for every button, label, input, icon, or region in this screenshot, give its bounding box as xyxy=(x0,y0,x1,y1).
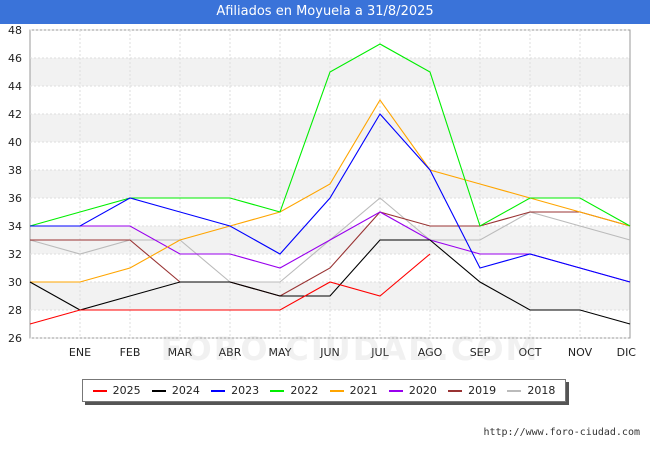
legend-label: 2025 xyxy=(112,384,141,397)
legend-item-2025: 2025 xyxy=(92,384,141,397)
x-axis: ENE FEB MAR ABR MAY JUN JUL AGO SEP OCT NOV DIC xyxy=(69,346,636,359)
x-tick-label: ENE xyxy=(69,346,91,359)
series-line-2025 xyxy=(29,253,431,325)
y-tick-label: 42 xyxy=(8,108,22,121)
legend-swatch xyxy=(211,389,226,392)
y-tick-label: 32 xyxy=(8,248,22,261)
series-lines xyxy=(29,43,631,325)
y-tick-label: 26 xyxy=(8,332,22,345)
x-tick-label: JUN xyxy=(319,346,340,359)
series-line-2024 xyxy=(29,239,631,325)
legend-swatch xyxy=(151,389,166,392)
legend-swatch xyxy=(507,389,522,392)
y-tick-label: 34 xyxy=(8,220,22,233)
legend-label: 2024 xyxy=(171,384,200,397)
legend-label: 2023 xyxy=(231,384,260,397)
legend-label: 2021 xyxy=(349,384,378,397)
series-line-2019 xyxy=(30,211,631,297)
legend-item-2018: 2018 xyxy=(507,384,555,397)
x-tick-label: AGO xyxy=(418,346,443,359)
legend: 2025 2024 2023 2022 2021 2020 2019 2018 xyxy=(82,379,566,402)
y-tick-label: 46 xyxy=(8,52,22,65)
legend-swatch xyxy=(92,389,107,392)
legend-item-2021: 2021 xyxy=(329,384,378,397)
x-tick-label: JUL xyxy=(370,346,389,359)
legend-item-2022: 2022 xyxy=(270,384,318,397)
x-tick-label: MAR xyxy=(168,346,193,359)
legend-swatch xyxy=(388,389,403,392)
chart-title: Afiliados en Moyuela a 31/8/2025 xyxy=(0,0,650,24)
y-tick-label: 40 xyxy=(8,136,22,149)
y-tick-label: 36 xyxy=(8,192,22,205)
legend-label: 2019 xyxy=(468,384,497,397)
y-tick-label: 38 xyxy=(8,164,22,177)
series-line-2023 xyxy=(30,113,631,283)
source-credit: http://www.foro-ciudad.com xyxy=(483,427,640,438)
legend-swatch xyxy=(270,389,285,392)
y-tick-label: 48 xyxy=(8,24,22,37)
legend-item-2019: 2019 xyxy=(448,384,496,397)
legend-swatch xyxy=(329,389,344,392)
legend-label: 2020 xyxy=(408,384,437,397)
x-tick-label: ABR xyxy=(219,346,242,359)
legend-item-2024: 2024 xyxy=(151,384,200,397)
y-tick-label: 30 xyxy=(8,276,22,289)
x-tick-label: FEB xyxy=(120,346,141,359)
y-tick-label: 28 xyxy=(8,304,22,317)
x-tick-label: MAY xyxy=(269,346,292,359)
x-tick-label: DIC xyxy=(617,346,637,359)
legend-item-2023: 2023 xyxy=(211,384,259,397)
watermark: FORO-CIUDAD.COM xyxy=(160,330,540,368)
y-tick-label: 44 xyxy=(8,80,22,93)
legend-label: 2018 xyxy=(527,384,556,397)
legend-item-2020: 2020 xyxy=(388,384,437,397)
x-tick-label: OCT xyxy=(518,346,541,359)
legend-label: 2022 xyxy=(290,384,319,397)
x-tick-label: SEP xyxy=(470,346,491,359)
x-tick-label: NOV xyxy=(568,346,593,359)
y-axis: 26 28 30 32 34 36 38 40 42 44 46 48 xyxy=(8,24,22,345)
legend-swatch xyxy=(448,389,463,392)
